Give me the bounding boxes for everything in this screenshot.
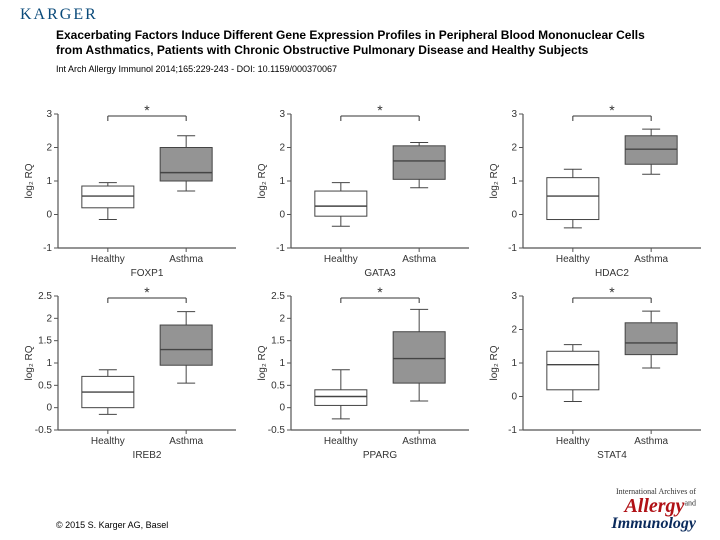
svg-text:-0.5: -0.5	[35, 425, 53, 436]
svg-text:log₂ RQ: log₂ RQ	[489, 345, 500, 380]
svg-text:0: 0	[512, 392, 518, 403]
svg-text:1: 1	[46, 358, 52, 369]
svg-text:0: 0	[512, 210, 518, 221]
svg-text:Asthma: Asthma	[169, 254, 203, 265]
svg-text:1: 1	[46, 176, 52, 187]
svg-text:HDAC2: HDAC2	[595, 268, 629, 278]
svg-text:2.5: 2.5	[38, 291, 52, 302]
svg-text:3: 3	[46, 109, 52, 120]
panel-hdac2: -1 0 1 2 3 log₂ RQ Healthy Asthma HDAC2 *	[485, 100, 708, 278]
citation-journal: Int Arch Allergy Immunol 2014;165:229-24…	[56, 64, 229, 74]
svg-text:-1: -1	[43, 243, 52, 254]
journal-logo-immunology: Immunology	[612, 516, 696, 532]
journal-logo-and: and	[684, 499, 696, 508]
svg-text:*: *	[144, 102, 150, 118]
svg-text:1: 1	[279, 176, 285, 187]
citation: Int Arch Allergy Immunol 2014;165:229-24…	[56, 64, 666, 74]
panel-foxp1: -1 0 1 2 3 log₂ RQ Healthy Asthma FOXP1 *	[20, 100, 243, 278]
publisher-logo: KARGER	[20, 6, 98, 24]
svg-text:-1: -1	[508, 243, 517, 254]
title-block: Exacerbating Factors Induce Different Ge…	[56, 28, 666, 74]
svg-text:2: 2	[46, 313, 52, 324]
svg-text:*: *	[144, 284, 150, 300]
svg-text:log₂ RQ: log₂ RQ	[257, 345, 268, 380]
svg-text:1: 1	[279, 358, 285, 369]
svg-text:1: 1	[512, 176, 518, 187]
svg-text:*: *	[610, 284, 616, 300]
svg-text:-0.5: -0.5	[267, 425, 285, 436]
figure-grid: -1 0 1 2 3 log₂ RQ Healthy Asthma FOXP1 * -1 0 1 2 3 lo…	[20, 100, 708, 460]
svg-text:log₂ RQ: log₂ RQ	[489, 163, 500, 198]
svg-text:Healthy: Healthy	[556, 436, 590, 447]
svg-text:Asthma: Asthma	[402, 254, 436, 265]
svg-text:Asthma: Asthma	[635, 436, 669, 447]
svg-text:0.5: 0.5	[38, 380, 52, 391]
svg-text:GATA3: GATA3	[364, 268, 396, 278]
article-title: Exacerbating Factors Induce Different Ge…	[56, 28, 666, 58]
svg-text:Healthy: Healthy	[556, 254, 590, 265]
panel-gata3: -1 0 1 2 3 log₂ RQ Healthy Asthma GATA3 *	[253, 100, 476, 278]
svg-text:2: 2	[279, 313, 285, 324]
svg-text:-1: -1	[508, 425, 517, 436]
svg-text:log₂ RQ: log₂ RQ	[24, 163, 35, 198]
svg-text:2.5: 2.5	[271, 291, 285, 302]
svg-text:3: 3	[279, 109, 285, 120]
svg-text:2: 2	[46, 143, 52, 154]
svg-text:1.5: 1.5	[38, 336, 52, 347]
svg-text:Healthy: Healthy	[324, 254, 358, 265]
svg-text:Asthma: Asthma	[169, 436, 203, 447]
svg-text:3: 3	[512, 109, 518, 120]
svg-text:IREB2: IREB2	[133, 450, 162, 460]
svg-text:*: *	[610, 102, 616, 118]
svg-text:0: 0	[46, 210, 52, 221]
svg-text:0: 0	[279, 210, 285, 221]
journal-logo-allergy: Allergy	[624, 495, 684, 517]
svg-text:3: 3	[512, 291, 518, 302]
svg-text:log₂ RQ: log₂ RQ	[24, 345, 35, 380]
citation-doi: DOI: 10.1159/000370067	[237, 64, 337, 74]
panel-stat4: -1 0 1 2 3 log₂ RQ Healthy Asthma STAT4 *	[485, 282, 708, 460]
panel-ireb2: -0.5 0 0.5 1 1.5 2 2.5 log₂ RQ Healthy Asthma IREB…	[20, 282, 243, 460]
journal-logo: International Archives of Allergyand Imm…	[612, 488, 696, 532]
svg-text:1: 1	[512, 358, 518, 369]
svg-text:Healthy: Healthy	[91, 254, 125, 265]
svg-text:Asthma: Asthma	[635, 254, 669, 265]
svg-text:Healthy: Healthy	[91, 436, 125, 447]
svg-text:1.5: 1.5	[271, 336, 285, 347]
svg-text:0.5: 0.5	[271, 380, 285, 391]
svg-text:*: *	[377, 284, 383, 300]
svg-text:2: 2	[512, 325, 518, 336]
svg-text:0: 0	[46, 403, 52, 414]
svg-text:2: 2	[512, 143, 518, 154]
publisher-logo-text: KARGER	[20, 6, 98, 23]
svg-text:0: 0	[279, 403, 285, 414]
svg-text:Healthy: Healthy	[324, 436, 358, 447]
svg-text:STAT4: STAT4	[598, 450, 628, 460]
svg-text:PPARG: PPARG	[363, 450, 397, 460]
svg-text:*: *	[377, 102, 383, 118]
copyright: © 2015 S. Karger AG, Basel	[56, 520, 168, 530]
svg-text:Asthma: Asthma	[402, 436, 436, 447]
svg-text:-1: -1	[276, 243, 285, 254]
svg-text:FOXP1: FOXP1	[131, 268, 164, 278]
svg-text:log₂ RQ: log₂ RQ	[257, 163, 268, 198]
panel-pparg: -0.5 0 0.5 1 1.5 2 2.5 log₂ RQ Healthy Asthma PPAR…	[253, 282, 476, 460]
svg-text:2: 2	[279, 143, 285, 154]
